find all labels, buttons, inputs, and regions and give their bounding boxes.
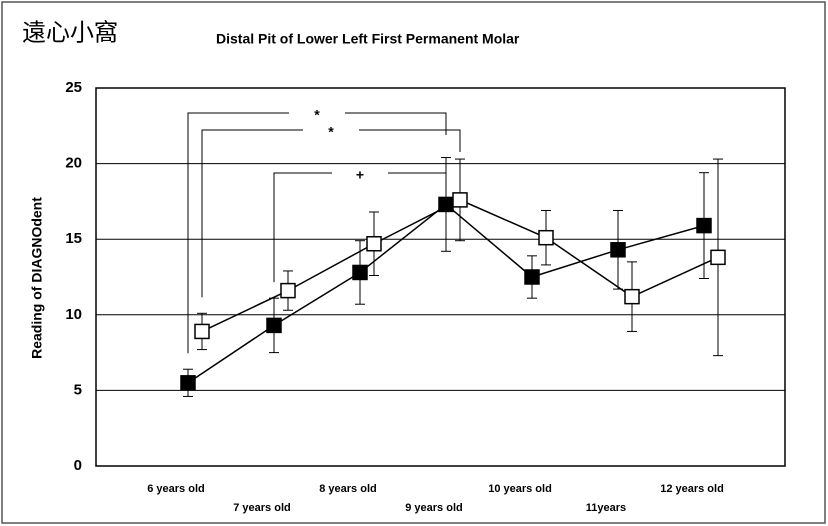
y-tick-label: 5 xyxy=(74,381,82,398)
significance-label: + xyxy=(356,167,364,183)
x-tick-label: 8 years old xyxy=(319,483,376,495)
x-tick-label: 9 years old xyxy=(405,502,462,514)
plot-area xyxy=(95,87,786,467)
marker xyxy=(366,235,382,252)
x-tick-label: 6 years old xyxy=(147,483,204,495)
significance-bracket xyxy=(187,112,447,354)
y-tick-label: 25 xyxy=(65,79,82,96)
y-tick-label: 0 xyxy=(74,457,82,474)
x-tick-label: 10 years old xyxy=(488,483,552,495)
marker xyxy=(194,323,210,340)
y-tick-label: 10 xyxy=(65,306,82,323)
x-tick-label: 12 years old xyxy=(660,483,724,495)
marker xyxy=(352,264,368,281)
x-tick-label: 11years xyxy=(586,502,626,514)
significance-bracket xyxy=(273,172,447,283)
significance-bracket xyxy=(201,129,461,298)
marker xyxy=(710,249,726,266)
marker xyxy=(610,242,626,258)
marker xyxy=(266,317,282,334)
significance-label: * xyxy=(328,124,334,140)
chart-title: Distal Pit of Lower Left First Permanent… xyxy=(216,31,520,47)
marker xyxy=(524,269,540,285)
y-axis-label: Reading of DIAGNOdent xyxy=(29,197,45,359)
marker xyxy=(180,375,196,391)
marker xyxy=(280,282,296,299)
chart-label: 遠心小窩 xyxy=(22,19,118,47)
y-tick-label: 15 xyxy=(65,230,82,247)
marker xyxy=(696,217,712,234)
y-tick-label: 20 xyxy=(65,155,82,172)
x-tick-label: 7 years old xyxy=(233,502,290,514)
significance-label: * xyxy=(314,107,320,123)
marker xyxy=(624,288,640,305)
marker xyxy=(452,192,468,208)
marker xyxy=(538,229,554,246)
